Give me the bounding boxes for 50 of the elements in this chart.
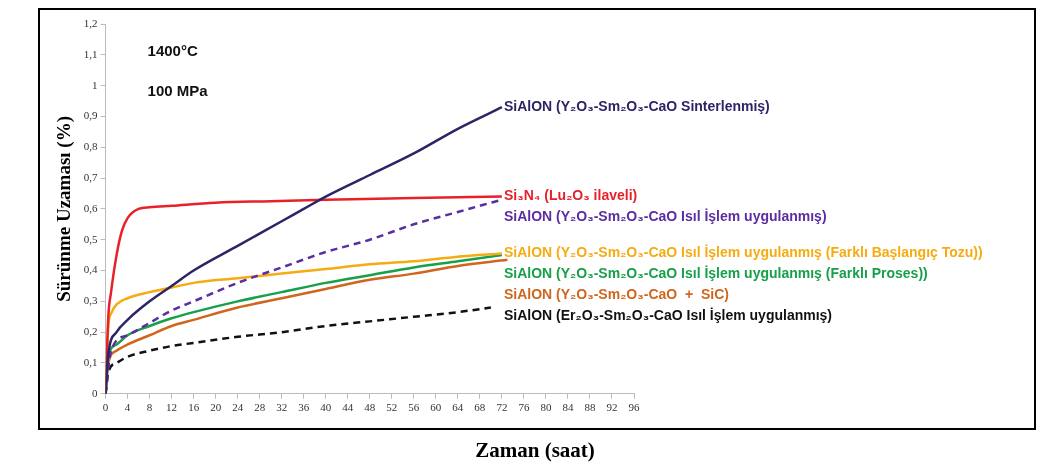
x-tick-label: 80 — [540, 401, 552, 414]
x-tick-label: 32 — [276, 401, 288, 414]
x-tick-label: 4 — [124, 401, 131, 414]
y-tick-label: 0,3 — [83, 294, 99, 307]
annotation: 100 MPa — [147, 82, 209, 100]
annotation: 1400°C — [147, 42, 198, 60]
x-tick-label: 68 — [474, 401, 486, 414]
x-tick-label: 12 — [166, 401, 178, 414]
y-tick-label: 0,8 — [83, 140, 99, 153]
series-label: SiAlON (Y₂O₃-Sm₂O₃-CaO + SiC) — [504, 286, 729, 303]
x-tick-label: 0 — [102, 401, 109, 414]
x-tick-label: 28 — [254, 401, 266, 414]
x-tick-label: 40 — [320, 401, 332, 414]
series-label: SiAlON (Y₂O₃-Sm₂O₃-CaO Isıl İşlem uygulanmış (Farklı Proses)) — [504, 265, 928, 282]
series-label: SiAlON (Y₂O₃-Sm₂O₃-CaO Isıl İşlem uygulanmış (Farklı Başlangıç Tozu)) — [504, 244, 983, 261]
x-tick-label: 8 — [146, 401, 153, 414]
x-tick-label: 84 — [562, 401, 574, 414]
x-tick-label: 52 — [386, 401, 398, 414]
x-tick-label: 36 — [298, 401, 310, 414]
x-tick-label: 64 — [452, 401, 464, 414]
x-tick-label: 72 — [496, 401, 508, 414]
series-label: SiAlON (Er₂O₃-Sm₂O₃-CaO Isıl İşlem uygulanmış) — [504, 307, 833, 324]
y-axis-title: Sürünme Uzaması (%) — [53, 116, 76, 302]
y-tick-label: 0,9 — [83, 109, 99, 122]
y-tick-label: 0,1 — [83, 355, 98, 368]
y-tick-label: 1 — [92, 78, 98, 91]
series-label: SiAlON (Y₂O₃-Sm₂O₃-CaO Isıl İşlem uygulanmış) — [504, 208, 827, 225]
y-tick-label: 0,5 — [83, 232, 99, 245]
x-tick-label: 16 — [188, 401, 200, 414]
x-axis-title: Zaman (saat) — [474, 438, 596, 463]
series-label: SiAlON (Y₂O₃-Sm₂O₃-CaO Sinterlenmiş) — [504, 98, 770, 115]
x-tick-label: 24 — [232, 401, 244, 414]
x-tick-label: 44 — [342, 401, 354, 414]
x-tick-label: 48 — [364, 401, 376, 414]
x-tick-label: 92 — [606, 401, 618, 414]
y-tick-label: 1,1 — [83, 47, 98, 60]
x-tick-label: 56 — [408, 401, 420, 414]
x-tick-label: 88 — [584, 401, 596, 414]
series-label: Si₃N₄ (Lu₂O₃ ilaveli) — [504, 187, 638, 204]
x-tick-label: 60 — [430, 401, 442, 414]
line-series — [105, 105, 504, 394]
x-tick-label: 96 — [628, 401, 640, 414]
y-tick-label: 1,2 — [83, 16, 98, 29]
x-tick-label: 20 — [210, 401, 222, 414]
y-tick-label: 0,4 — [83, 263, 99, 276]
y-tick-label: 0,7 — [83, 170, 99, 183]
y-tick-label: 0,6 — [83, 201, 99, 214]
y-tick-label: 0,2 — [83, 325, 98, 338]
x-tick-label: 76 — [518, 401, 530, 414]
y-tick-label: 0 — [92, 386, 99, 399]
